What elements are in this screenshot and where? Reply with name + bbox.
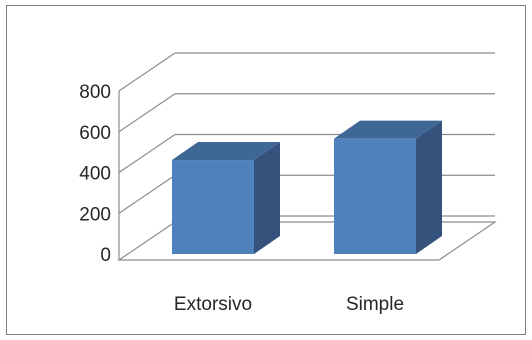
bar-top xyxy=(334,120,442,139)
gridline-diagonal xyxy=(118,134,176,173)
x-category-label: Simple xyxy=(346,294,404,315)
y-tick-label: 800 xyxy=(79,82,111,103)
bar-extorsivo xyxy=(172,142,280,254)
bar-chart-3d: 0 200 400 600 800 Extorsivo Simple xyxy=(79,52,497,315)
bar-top xyxy=(172,142,280,161)
y-tick-label: 0 xyxy=(100,245,111,266)
gridline-diagonal xyxy=(118,93,176,133)
chart-floor xyxy=(117,221,497,261)
y-tick-label: 600 xyxy=(79,123,111,144)
gridline-diagonal xyxy=(118,52,176,92)
y-axis: 0 200 400 600 800 xyxy=(79,82,120,266)
y-tick-label: 400 xyxy=(79,164,111,185)
bar-side xyxy=(254,142,280,254)
y-tick-label: 200 xyxy=(79,204,111,225)
x-axis-labels: Extorsivo Simple xyxy=(174,294,404,315)
bar-side xyxy=(416,120,442,254)
bar-simple xyxy=(334,120,442,254)
bars xyxy=(172,120,442,254)
chart-frame: 0 200 400 600 800 Extorsivo Simple xyxy=(6,5,526,335)
x-category-label: Extorsivo xyxy=(174,294,252,315)
bar-front xyxy=(172,160,254,254)
bar-front xyxy=(334,138,416,254)
gridline-diagonal xyxy=(118,174,176,214)
